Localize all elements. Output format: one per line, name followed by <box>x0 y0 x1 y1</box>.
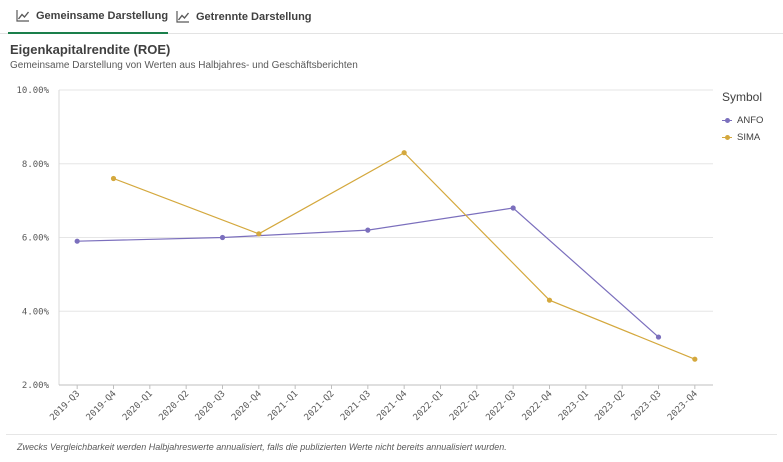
data-point-sima <box>110 175 117 182</box>
tab-label: Gemeinsame Darstellung <box>36 10 169 22</box>
data-point-anfo <box>219 234 226 241</box>
x-tick-label: 2020-Q2 <box>157 389 191 423</box>
x-tick-label: 2019-Q3 <box>48 389 82 423</box>
x-tick-label: 2023-Q4 <box>666 389 700 423</box>
x-tick-label: 2023-Q2 <box>593 389 627 423</box>
legend-label: ANFO <box>737 115 764 126</box>
data-point-anfo <box>510 205 516 211</box>
data-point-sima <box>256 231 262 237</box>
tab-gemeinsame-darstellung[interactable]: Gemeinsame Darstellung <box>8 0 168 34</box>
y-tick-label: 6.00% <box>22 234 50 244</box>
x-tick-label: 2021-Q3 <box>339 389 373 423</box>
x-tick-label: 2020-Q3 <box>194 389 228 423</box>
y-tick-label: 2.00% <box>22 381 50 391</box>
x-tick-label: 2019-Q4 <box>85 389 119 423</box>
footer-divider <box>6 434 777 435</box>
legend-item-sima[interactable]: SIMA <box>722 129 782 146</box>
tab-label: Getrennte Darstellung <box>196 11 312 23</box>
legend-swatch <box>722 134 732 142</box>
chart-title: Eigenkapitalrendite (ROE) <box>10 42 171 57</box>
data-point-sima <box>401 150 407 156</box>
line-chart-icon <box>176 11 190 23</box>
x-tick-label: 2021-Q1 <box>266 389 300 423</box>
data-point-anfo <box>74 238 80 244</box>
data-point-sima <box>546 297 553 303</box>
y-tick-label: 8.00% <box>22 160 50 170</box>
x-tick-label: 2022-Q4 <box>521 389 555 423</box>
x-tick-label: 2022-Q1 <box>412 389 446 423</box>
series-line-anfo <box>77 207 659 338</box>
series-line-sima <box>113 151 696 360</box>
tab-getrennte-darstellung[interactable]: Getrennte Darstellung <box>168 0 312 34</box>
x-tick-label: 2022-Q2 <box>448 389 482 423</box>
x-tick-label: 2020-Q1 <box>121 389 155 423</box>
legend-item-anfo[interactable]: ANFO <box>722 112 782 129</box>
line-chart[interactable]: 2.00% 4.00% 6.00% 8.00% 10.00% 2019-Q3 2019-Q4… <box>0 78 715 428</box>
legend-label: SIMA <box>737 132 761 143</box>
chart-subtitle: Gemeinsame Darstellung von Werten aus Ha… <box>10 60 358 71</box>
x-tick-label: 2021-Q4 <box>375 389 409 423</box>
x-tick-label: 2023-Q1 <box>557 389 591 423</box>
x-tick-label: 2021-Q2 <box>303 389 337 423</box>
line-chart-icon <box>16 10 30 22</box>
y-tick-label: 4.00% <box>22 307 50 317</box>
legend-title: Symbol <box>722 90 763 104</box>
data-point-anfo <box>365 227 371 233</box>
legend-swatch <box>722 117 732 125</box>
footnote: Zwecks Vergleichbarkeit werden Halbjahre… <box>17 442 507 452</box>
x-tick-label: 2022-Q3 <box>484 389 518 423</box>
data-point-anfo <box>655 334 662 340</box>
x-tick-label: 2020-Q4 <box>230 389 264 423</box>
x-tick-label: 2023-Q3 <box>630 389 664 423</box>
legend: Symbol ANFO SIMA <box>722 90 782 146</box>
data-point-sima <box>692 356 698 362</box>
y-tick-label: 10.00% <box>16 86 49 96</box>
view-tabs: Gemeinsame Darstellung Getrennte Darstel… <box>0 0 783 34</box>
